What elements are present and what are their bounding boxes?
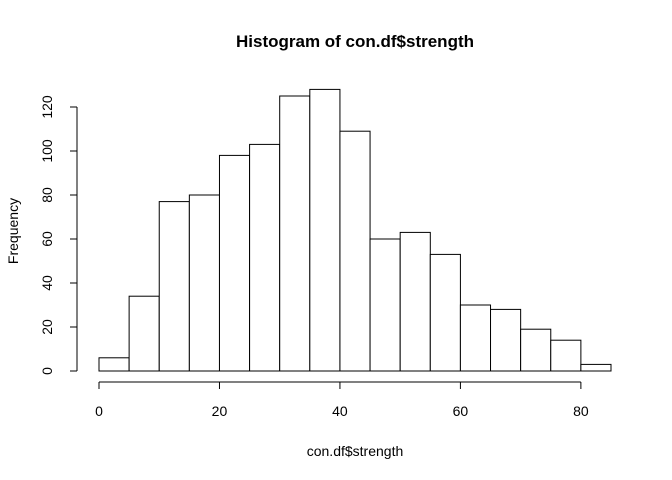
y-tick-label: 120 bbox=[39, 95, 55, 119]
histogram-bar bbox=[459, 304, 492, 372]
x-tick-label: 0 bbox=[95, 403, 103, 419]
histogram-bar bbox=[309, 88, 341, 372]
y-axis: 0 20 40 60 80 100 120 bbox=[39, 95, 78, 375]
chart-title: Histogram of con.df$strength bbox=[236, 32, 474, 51]
y-tick-label: 0 bbox=[39, 367, 55, 375]
bars-group bbox=[98, 88, 612, 372]
histogram-bar bbox=[158, 201, 190, 372]
histogram-bar bbox=[369, 238, 401, 372]
histogram-bar bbox=[249, 143, 281, 372]
y-tick-label: 40 bbox=[39, 275, 55, 291]
y-tick-label: 100 bbox=[39, 139, 55, 163]
histogram-bar bbox=[399, 231, 431, 372]
histogram-bar bbox=[550, 339, 582, 372]
x-axis: 0 20 40 60 80 bbox=[95, 381, 589, 419]
histogram-bar bbox=[279, 95, 311, 372]
y-axis-label: Frequency bbox=[5, 198, 21, 264]
histogram-bar bbox=[429, 253, 461, 372]
y-tick-label: 60 bbox=[39, 231, 55, 247]
histogram-bar bbox=[128, 295, 160, 372]
histogram-bar bbox=[339, 130, 371, 372]
x-tick-label: 80 bbox=[573, 403, 589, 419]
x-tick-label: 40 bbox=[332, 403, 348, 419]
histogram-bar bbox=[218, 154, 251, 372]
histogram-bar bbox=[490, 308, 522, 372]
histogram-bar bbox=[98, 357, 130, 372]
histogram-bar bbox=[580, 363, 612, 372]
x-axis-label: con.df$strength bbox=[307, 443, 404, 459]
y-tick-label: 80 bbox=[39, 187, 55, 203]
histogram-bar bbox=[188, 194, 220, 372]
x-tick-label: 20 bbox=[212, 403, 228, 419]
y-tick-label: 20 bbox=[39, 319, 55, 335]
x-tick-label: 60 bbox=[453, 403, 469, 419]
histogram-bar bbox=[520, 328, 552, 372]
